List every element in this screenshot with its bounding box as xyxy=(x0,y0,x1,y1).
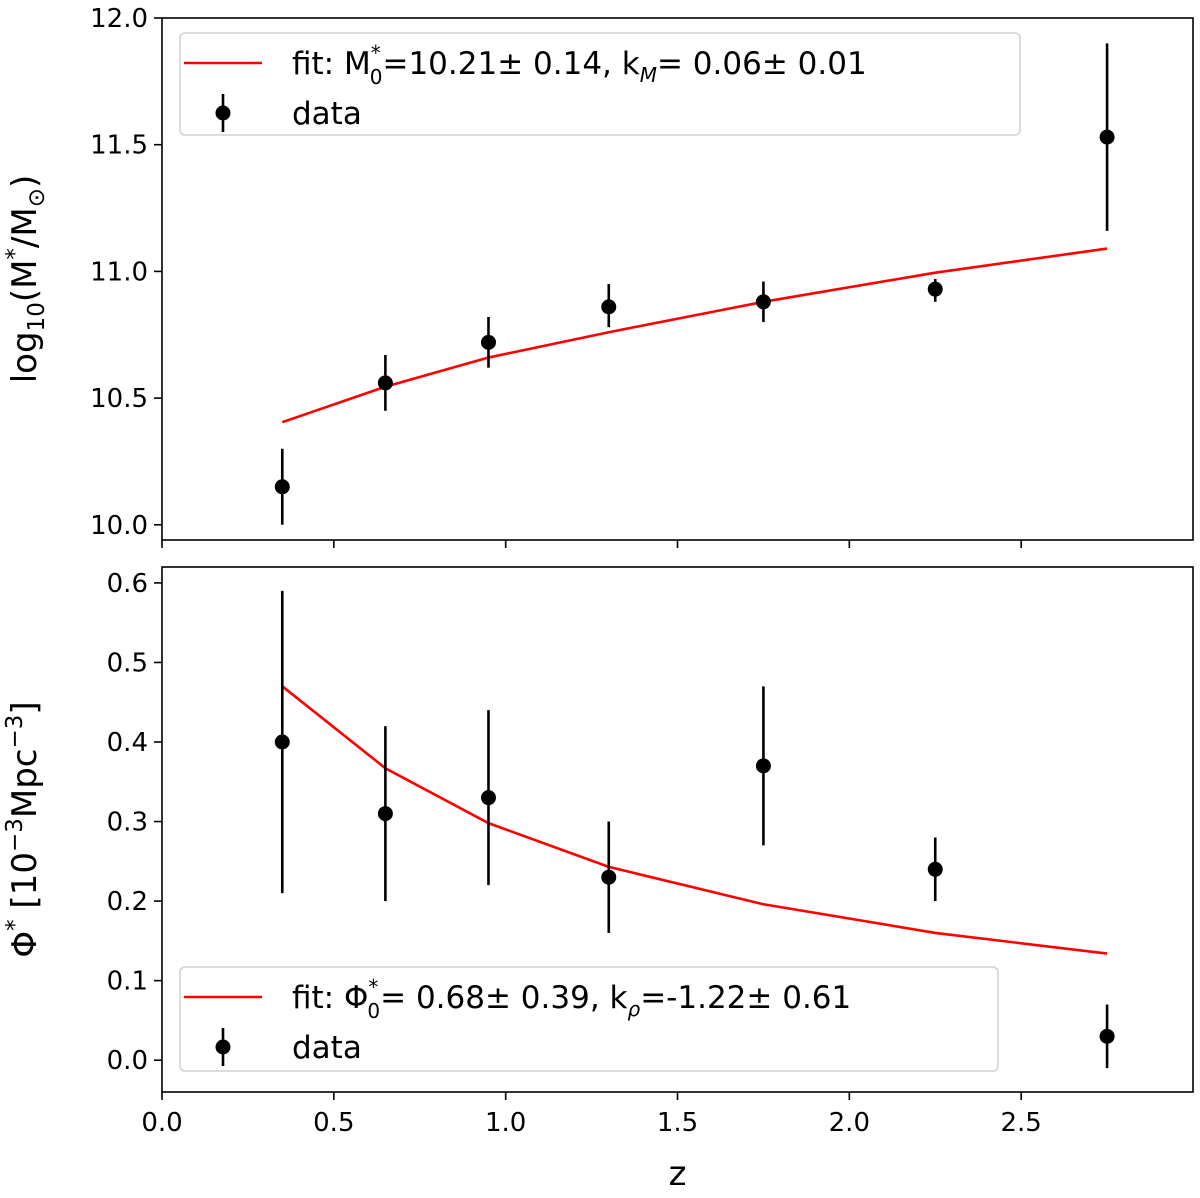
data-marker xyxy=(480,790,496,806)
data-marker xyxy=(755,758,771,774)
plot-area xyxy=(274,590,1115,1069)
y-tick-label: 10.0 xyxy=(90,511,148,541)
y-tick-label: 0.0 xyxy=(107,1046,148,1076)
x-tick-label: 1.0 xyxy=(485,1108,526,1138)
data-point xyxy=(1099,1004,1115,1069)
y-tick-label: 0.6 xyxy=(107,569,148,599)
data-point xyxy=(480,317,496,368)
y-tick-label: 0.4 xyxy=(107,728,148,758)
y-tick-label: 10.5 xyxy=(90,384,148,414)
x-axis-label: z xyxy=(669,1154,687,1194)
data-marker xyxy=(480,334,496,350)
data-marker xyxy=(601,869,617,885)
legend-box xyxy=(179,32,1021,136)
legend-fit-label: fit: Φ* 0= 0.68± 0.39, kρ=-1.22± 0.61 xyxy=(292,975,851,1023)
legend-data-label: data xyxy=(292,1030,362,1066)
legend-fit-label: fit: M* 0=10.21± 0.14, kM= 0.06± 0.01 xyxy=(292,41,867,89)
x-tick-label: 2.0 xyxy=(829,1108,870,1138)
data-marker xyxy=(927,861,943,877)
y-axis-label: Φ* [10−3Mpc−3] xyxy=(2,701,45,957)
legend-data-marker xyxy=(215,1039,231,1055)
data-marker xyxy=(377,806,393,822)
fit-line xyxy=(281,247,1108,424)
data-marker xyxy=(274,734,290,750)
legend: fit: M* 0=10.21± 0.14, kM= 0.06± 0.01 data xyxy=(179,32,1021,136)
x-tick-label: 1.5 xyxy=(657,1108,698,1138)
axes-frame xyxy=(161,17,1194,541)
data-point xyxy=(274,590,290,894)
data-point xyxy=(601,821,617,933)
y-tick-label: 0.1 xyxy=(107,967,148,997)
y-axis-label: log10(M*/M⊙) xyxy=(2,175,50,384)
x-tick-label: 2.5 xyxy=(1000,1108,1041,1138)
data-marker xyxy=(601,299,617,315)
data-marker xyxy=(755,294,771,310)
x-tick-label: 0.5 xyxy=(313,1108,354,1138)
data-point xyxy=(480,710,496,886)
data-point xyxy=(927,279,943,302)
data-point xyxy=(755,281,771,323)
y-tick-label: 0.5 xyxy=(107,648,148,678)
data-marker xyxy=(274,479,290,495)
axes-frame xyxy=(161,566,1194,1093)
legend-box xyxy=(179,966,999,1072)
data-point xyxy=(601,284,617,328)
data-marker xyxy=(1099,1028,1115,1044)
data-point xyxy=(274,448,290,525)
y-tick-label: 12.0 xyxy=(90,4,148,34)
data-marker xyxy=(927,281,943,297)
data-marker xyxy=(377,375,393,391)
data-point xyxy=(927,837,943,902)
data-point xyxy=(755,686,771,846)
data-point xyxy=(1099,43,1115,231)
y-tick-label: 11.0 xyxy=(90,257,148,287)
data-point xyxy=(377,726,393,902)
data-marker xyxy=(1099,129,1115,145)
legend-data-label: data xyxy=(292,96,362,132)
y-tick-label: 0.2 xyxy=(107,887,148,917)
legend-data-marker xyxy=(215,105,231,121)
fit-line xyxy=(281,685,1108,955)
bottom-panel: 0.0 0.1 0.2 0.3 0.4 0.5 0.6 0.0 0.5 1.0 1.5 2.0 2.5 f… xyxy=(2,566,1194,1194)
plot-area xyxy=(274,43,1115,525)
x-tick-label: 0.0 xyxy=(141,1108,182,1138)
data-point xyxy=(377,355,393,411)
y-tick-label: 11.5 xyxy=(90,131,148,161)
legend: fit: Φ* 0= 0.68± 0.39, kρ=-1.22± 0.61 data xyxy=(179,966,999,1072)
y-tick-label: 0.3 xyxy=(107,808,148,838)
top-panel: 10.0 10.5 11.0 11.5 12.0 fit: M* 0=10.21± 0.14… xyxy=(2,4,1194,548)
